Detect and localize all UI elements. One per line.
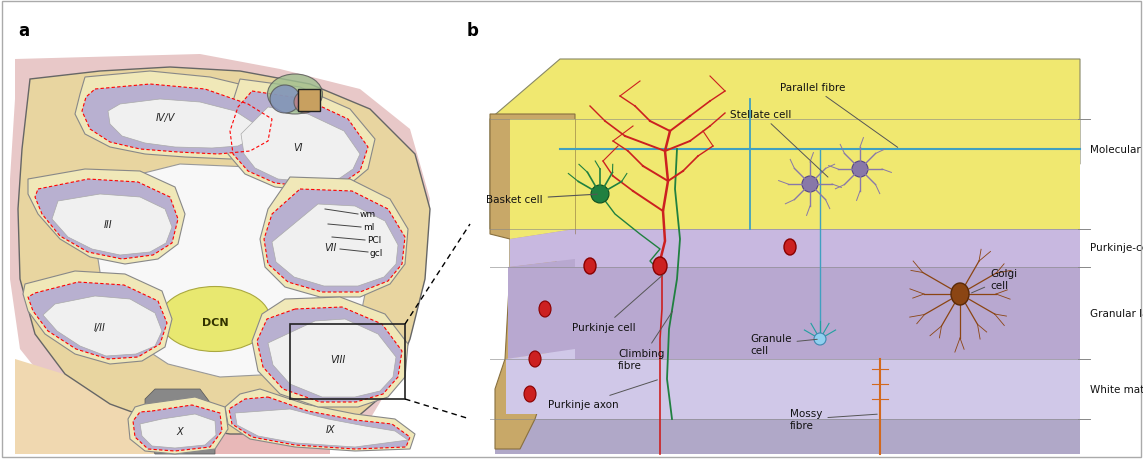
Text: Basket cell: Basket cell bbox=[486, 195, 598, 205]
Text: Golgi
cell: Golgi cell bbox=[972, 269, 1017, 293]
Polygon shape bbox=[27, 170, 185, 264]
Polygon shape bbox=[98, 165, 370, 377]
Text: VIII: VIII bbox=[330, 354, 345, 364]
Polygon shape bbox=[495, 419, 1080, 454]
Circle shape bbox=[591, 185, 609, 203]
Polygon shape bbox=[510, 230, 575, 268]
Polygon shape bbox=[225, 389, 415, 451]
Ellipse shape bbox=[160, 287, 270, 352]
Text: ml: ml bbox=[363, 223, 375, 232]
Polygon shape bbox=[539, 230, 1080, 268]
Polygon shape bbox=[251, 297, 408, 407]
Text: White matter: White matter bbox=[1090, 384, 1143, 394]
Polygon shape bbox=[82, 85, 272, 155]
Ellipse shape bbox=[529, 351, 541, 367]
Polygon shape bbox=[267, 319, 395, 397]
Polygon shape bbox=[18, 68, 430, 434]
Text: Purkinje cell: Purkinje cell bbox=[572, 275, 663, 332]
Circle shape bbox=[814, 333, 826, 345]
Ellipse shape bbox=[267, 75, 322, 115]
Polygon shape bbox=[241, 108, 360, 183]
Text: Mossy
fibre: Mossy fibre bbox=[790, 409, 877, 430]
Polygon shape bbox=[107, 100, 255, 149]
Polygon shape bbox=[264, 190, 405, 292]
Text: III: III bbox=[104, 219, 112, 230]
Polygon shape bbox=[200, 419, 330, 454]
Polygon shape bbox=[35, 179, 178, 259]
Circle shape bbox=[852, 162, 868, 178]
Polygon shape bbox=[10, 55, 430, 449]
Polygon shape bbox=[507, 259, 575, 359]
Text: X: X bbox=[177, 426, 183, 436]
Ellipse shape bbox=[294, 92, 315, 114]
Ellipse shape bbox=[539, 302, 551, 317]
Bar bbox=[298, 90, 320, 112]
Text: Granule
cell: Granule cell bbox=[750, 334, 817, 355]
Polygon shape bbox=[133, 405, 222, 451]
Polygon shape bbox=[520, 268, 1080, 359]
Polygon shape bbox=[506, 349, 575, 414]
Text: Purkinje-cell layer: Purkinje-cell layer bbox=[1090, 242, 1143, 252]
Text: DCN: DCN bbox=[201, 317, 229, 327]
Polygon shape bbox=[75, 72, 290, 160]
Polygon shape bbox=[505, 359, 1080, 419]
Polygon shape bbox=[225, 80, 375, 191]
Text: PCl: PCl bbox=[367, 236, 382, 245]
Ellipse shape bbox=[653, 257, 668, 275]
Text: Purkinje axon: Purkinje axon bbox=[547, 380, 657, 409]
Polygon shape bbox=[230, 92, 368, 188]
Polygon shape bbox=[560, 120, 1080, 230]
Polygon shape bbox=[490, 60, 1080, 230]
Polygon shape bbox=[15, 359, 160, 454]
Ellipse shape bbox=[951, 283, 969, 305]
Polygon shape bbox=[128, 397, 227, 454]
Polygon shape bbox=[51, 195, 171, 256]
Polygon shape bbox=[229, 397, 410, 449]
Text: IX: IX bbox=[326, 424, 335, 434]
Text: Stellate cell: Stellate cell bbox=[730, 110, 828, 178]
Ellipse shape bbox=[584, 258, 596, 274]
Polygon shape bbox=[145, 389, 215, 454]
Text: VI: VI bbox=[294, 143, 303, 153]
Text: Granular layer: Granular layer bbox=[1090, 308, 1143, 318]
Text: gcl: gcl bbox=[370, 248, 383, 257]
Polygon shape bbox=[27, 282, 167, 359]
Text: I/II: I/II bbox=[94, 322, 106, 332]
Text: IV/V: IV/V bbox=[155, 113, 175, 123]
Text: b: b bbox=[467, 22, 479, 40]
Text: wm: wm bbox=[360, 210, 376, 219]
Bar bbox=[290, 325, 405, 399]
Polygon shape bbox=[235, 409, 408, 447]
Polygon shape bbox=[259, 178, 408, 297]
Ellipse shape bbox=[784, 240, 796, 256]
Ellipse shape bbox=[523, 386, 536, 402]
Circle shape bbox=[802, 177, 818, 193]
Ellipse shape bbox=[270, 86, 299, 114]
Polygon shape bbox=[510, 120, 575, 240]
Text: a: a bbox=[18, 22, 29, 40]
Text: VII: VII bbox=[323, 242, 336, 252]
Text: Climbing
fibre: Climbing fibre bbox=[618, 312, 672, 370]
Polygon shape bbox=[257, 308, 402, 402]
Text: Molecular layer: Molecular layer bbox=[1090, 145, 1143, 155]
Polygon shape bbox=[490, 115, 575, 449]
Text: Parallel fibre: Parallel fibre bbox=[780, 83, 897, 148]
Polygon shape bbox=[43, 297, 162, 356]
Polygon shape bbox=[139, 414, 216, 448]
Polygon shape bbox=[272, 205, 398, 286]
Polygon shape bbox=[23, 271, 171, 364]
